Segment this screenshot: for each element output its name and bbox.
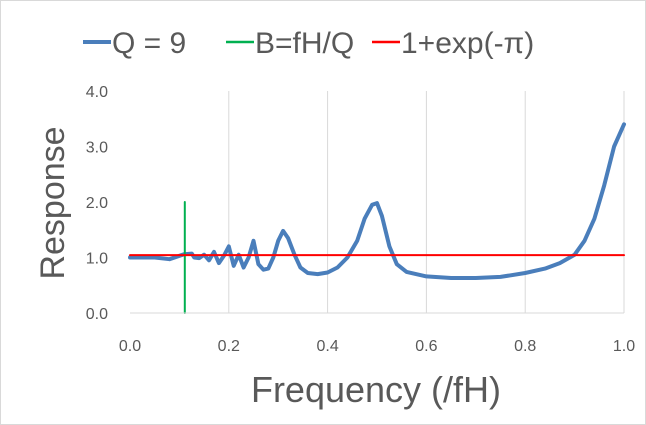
y-axis-title: Response <box>34 126 72 279</box>
y-tick-label: 3.0 <box>86 140 108 157</box>
legend-label-1: Q = 9 <box>112 27 186 60</box>
grid <box>228 91 625 313</box>
x-tick-label: 0.2 <box>218 338 240 355</box>
y-tick-label: 2.0 <box>86 195 108 212</box>
y-tick-label: 4.0 <box>86 84 108 101</box>
series-layer <box>128 122 626 314</box>
axes: 0.0 0.2 0.4 0.6 0.8 1.0 0.0 1.0 2.0 3.0 4.0 <box>86 84 635 355</box>
x-tick-label: 0.4 <box>316 338 338 355</box>
x-tick-label: 0.0 <box>119 338 141 355</box>
y-tick-label: 0.0 <box>86 306 108 323</box>
x-tick-label: 0.6 <box>415 338 437 355</box>
x-tick-label: 0.8 <box>514 338 536 355</box>
legend-label-3: 1+exp(-π) <box>401 27 534 60</box>
legend: Q = 9 B=fH/Q 1+exp(-π) <box>83 27 534 60</box>
y-tick-label: 1.0 <box>86 251 108 268</box>
x-tick-label: 1.0 <box>613 338 635 355</box>
legend-label-2: B=fH/Q <box>255 27 354 60</box>
x-axis-title: Frequency (/fH) <box>251 369 501 410</box>
